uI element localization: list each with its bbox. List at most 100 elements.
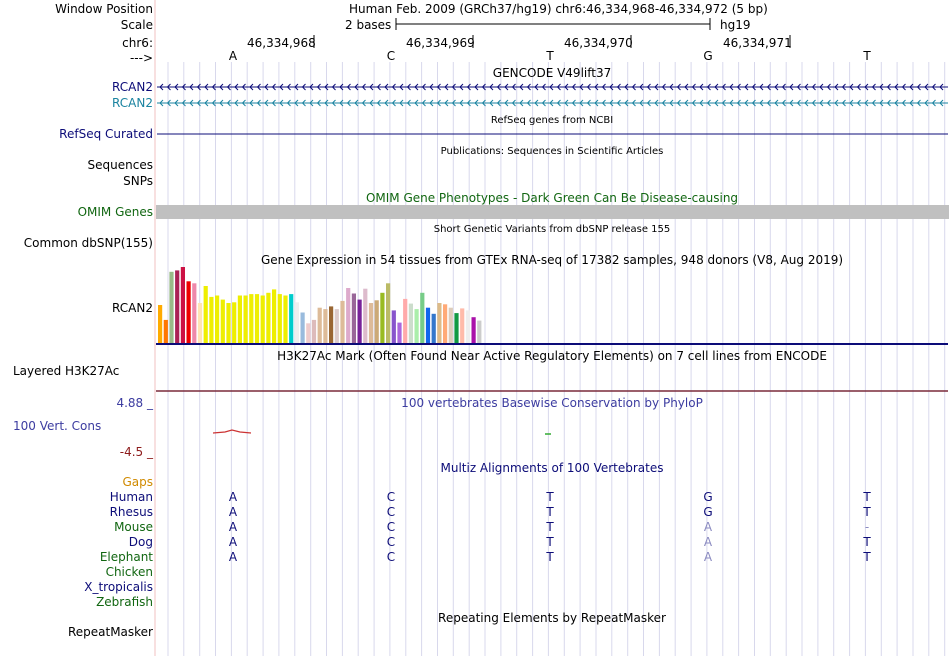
sequences-label[interactable]: Sequences bbox=[87, 158, 153, 172]
aligned-base: T bbox=[863, 535, 871, 549]
gtex-tissue-bar bbox=[180, 267, 185, 343]
strand-chevron bbox=[774, 83, 779, 91]
strand-chevron bbox=[211, 83, 216, 91]
species-label-x_tropicalis[interactable]: X_tropicalis bbox=[84, 580, 153, 594]
strand-chevron bbox=[579, 99, 584, 107]
strand-chevron bbox=[316, 99, 321, 107]
strand-chevron bbox=[241, 99, 246, 107]
species-label-rhesus[interactable]: Rhesus bbox=[109, 505, 153, 519]
refseq-label[interactable]: RefSeq Curated bbox=[59, 127, 153, 141]
strand-chevron bbox=[301, 83, 306, 91]
phylop-max-label: 4.88 _ bbox=[116, 396, 153, 410]
aligned-base: A bbox=[703, 520, 713, 534]
repeatmasker-track-title[interactable]: Repeating Elements by RepeatMasker bbox=[438, 611, 666, 625]
species-label-mouse[interactable]: Mouse bbox=[114, 520, 153, 534]
strand-chevron bbox=[631, 99, 636, 107]
snps-label[interactable]: SNPs bbox=[123, 174, 153, 188]
strand-chevron bbox=[894, 99, 899, 107]
species-label-chicken[interactable]: Chicken bbox=[105, 565, 153, 579]
gtex-tissue-bar bbox=[448, 307, 453, 343]
omim-label[interactable]: OMIM Genes bbox=[77, 205, 153, 219]
refseq-track-title[interactable]: RefSeq genes from NCBI bbox=[490, 115, 614, 126]
strand-chevron bbox=[384, 99, 389, 107]
strand-chevron bbox=[616, 99, 621, 107]
multiz-track-title[interactable]: Multiz Alignments of 100 Vertebrates bbox=[440, 461, 664, 475]
strand-chevron bbox=[826, 83, 831, 91]
rcan2-gencode-line-2[interactable] bbox=[157, 99, 948, 107]
species-label-zebrafish[interactable]: Zebrafish bbox=[96, 595, 153, 609]
ref-base: C bbox=[386, 49, 396, 63]
gtex-tissue-bar bbox=[266, 292, 271, 343]
strand-chevron bbox=[744, 99, 749, 107]
gencode-rcan2-label-2[interactable]: RCAN2 bbox=[112, 96, 153, 110]
strand-chevron bbox=[594, 83, 599, 91]
gtex-label[interactable]: RCAN2 bbox=[112, 301, 153, 315]
strand-chevron bbox=[834, 99, 839, 107]
strand-chevron bbox=[301, 99, 306, 107]
gtex-bar-chart[interactable] bbox=[158, 267, 482, 343]
strand-chevron bbox=[706, 83, 711, 91]
strand-chevron bbox=[211, 99, 216, 107]
strand-chevron bbox=[886, 83, 891, 91]
strand-chevron bbox=[339, 99, 344, 107]
gtex-tissue-bar bbox=[254, 294, 260, 343]
strand-chevron bbox=[609, 99, 614, 107]
strand-chevron bbox=[271, 83, 276, 91]
strand-chevron bbox=[864, 83, 869, 91]
species-label-elephant[interactable]: Elephant bbox=[99, 550, 153, 564]
gtex-tissue-bar bbox=[363, 288, 368, 343]
omim-track-title[interactable]: OMIM Gene Phenotypes - Dark Green Can Be… bbox=[365, 191, 739, 205]
publications-track-title[interactable]: Publications: Sequences in Scientific Ar… bbox=[440, 146, 664, 157]
dbsnp-track-title[interactable]: Short Genetic Variants from dbSNP releas… bbox=[433, 224, 671, 235]
gencode-track-title[interactable]: GENCODE V49lift37 bbox=[492, 66, 612, 80]
h3k27ac-track-title[interactable]: H3K27Ac Mark (Often Found Near Active Re… bbox=[277, 349, 827, 363]
strand-chevron bbox=[481, 83, 486, 91]
strand-chevron bbox=[661, 99, 666, 107]
strand-chevron bbox=[894, 83, 899, 91]
strand-chevron bbox=[429, 99, 434, 107]
strand-chevron bbox=[429, 83, 434, 91]
gtex-track-title[interactable]: Gene Expression in 54 tissues from GTEx … bbox=[260, 253, 844, 267]
strand-chevron bbox=[489, 83, 494, 91]
strand-chevron bbox=[564, 83, 569, 91]
strand-chevron bbox=[789, 99, 794, 107]
strand-chevron bbox=[579, 83, 584, 91]
strand-chevron bbox=[796, 83, 801, 91]
h3k27ac-label[interactable]: Layered H3K27Ac bbox=[13, 364, 120, 378]
gtex-tissue-bar bbox=[169, 271, 174, 343]
strand-chevron bbox=[436, 83, 441, 91]
species-label-dog[interactable]: Dog bbox=[128, 535, 153, 549]
gtex-tissue-bar bbox=[237, 295, 242, 343]
strand-chevron bbox=[541, 83, 546, 91]
strand-chevron bbox=[444, 83, 449, 91]
gencode-rcan2-label[interactable]: RCAN2 bbox=[112, 80, 153, 94]
strand-chevron bbox=[226, 99, 231, 107]
phylop-label[interactable]: 100 Vert. Cons bbox=[13, 419, 102, 433]
gaps-label[interactable]: Gaps bbox=[122, 475, 153, 489]
strand-chevron bbox=[174, 83, 179, 91]
strand-chevron bbox=[856, 99, 861, 107]
strand-chevron bbox=[181, 99, 186, 107]
gtex-tissue-bar bbox=[403, 298, 408, 343]
phylop-track-title[interactable]: 100 vertebrates Basewise Conservation by… bbox=[401, 396, 703, 410]
strand-chevron bbox=[654, 99, 659, 107]
rcan2-gencode-line[interactable] bbox=[157, 83, 948, 91]
strand-chevron bbox=[759, 99, 764, 107]
species-label-human[interactable]: Human bbox=[109, 490, 153, 504]
strand-chevron bbox=[459, 99, 464, 107]
repeatmasker-label[interactable]: RepeatMasker bbox=[67, 625, 153, 639]
strand-chevron bbox=[166, 99, 171, 107]
strand-chevron bbox=[931, 83, 936, 91]
dbsnp-label[interactable]: Common dbSNP(155) bbox=[23, 236, 153, 250]
strand-chevron bbox=[691, 83, 696, 91]
strand-chevron bbox=[564, 99, 569, 107]
strand-chevron bbox=[721, 99, 726, 107]
strand-chevron bbox=[646, 83, 651, 91]
gtex-tissue-bar bbox=[277, 294, 282, 343]
scale-text: 2 bases bbox=[345, 18, 392, 32]
gtex-tissue-bar bbox=[329, 306, 334, 343]
strand-chevron bbox=[196, 99, 201, 107]
strand-chevron bbox=[669, 99, 674, 107]
gtex-tissue-bar bbox=[300, 312, 305, 343]
